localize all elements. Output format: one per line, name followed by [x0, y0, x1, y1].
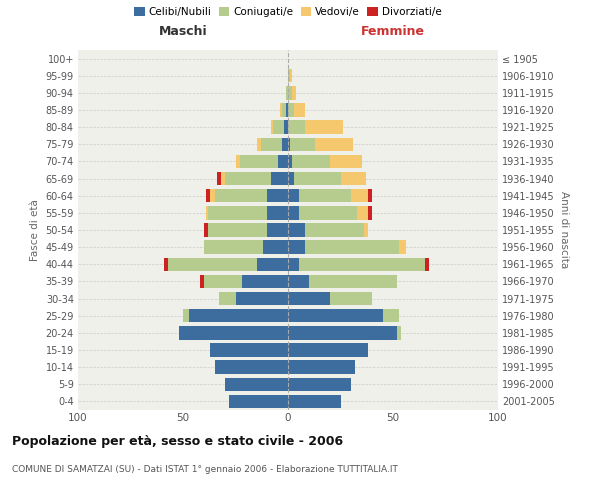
Bar: [330, 292, 372, 306]
Bar: [305, 224, 364, 236]
Text: Maschi: Maschi: [158, 25, 208, 38]
Bar: [229, 394, 288, 408]
Bar: [364, 224, 368, 236]
Bar: [288, 154, 292, 168]
Bar: [299, 258, 425, 271]
Bar: [215, 360, 288, 374]
Bar: [305, 120, 343, 134]
Bar: [200, 274, 204, 288]
Bar: [179, 326, 288, 340]
Bar: [204, 240, 263, 254]
Text: Femmine: Femmine: [361, 25, 425, 38]
Text: Popolazione per età, sesso e stato civile - 2006: Popolazione per età, sesso e stato civil…: [12, 435, 343, 448]
Text: COMUNE DI SAMATZAI (SU) - Dati ISTAT 1° gennaio 2006 - Elaborazione TUTTITALIA.I: COMUNE DI SAMATZAI (SU) - Dati ISTAT 1° …: [12, 465, 398, 474]
Bar: [292, 154, 330, 168]
Bar: [288, 172, 295, 186]
Bar: [235, 292, 288, 306]
Bar: [288, 378, 351, 391]
Bar: [189, 309, 288, 322]
Bar: [204, 274, 242, 288]
Bar: [290, 138, 316, 151]
Bar: [271, 120, 274, 134]
Bar: [288, 292, 330, 306]
Bar: [288, 258, 299, 271]
Bar: [218, 292, 235, 306]
Bar: [210, 344, 288, 356]
Bar: [221, 172, 225, 186]
Bar: [206, 206, 208, 220]
Bar: [277, 154, 288, 168]
Bar: [208, 206, 267, 220]
Bar: [288, 309, 383, 322]
Bar: [383, 309, 400, 322]
Bar: [316, 138, 353, 151]
Bar: [299, 189, 351, 202]
Bar: [282, 104, 286, 117]
Bar: [288, 138, 290, 151]
Bar: [292, 86, 296, 100]
Bar: [368, 189, 372, 202]
Bar: [288, 224, 305, 236]
Bar: [425, 258, 428, 271]
Bar: [295, 172, 341, 186]
Bar: [330, 154, 361, 168]
Bar: [168, 258, 257, 271]
Bar: [280, 104, 282, 117]
Bar: [288, 240, 305, 254]
Bar: [288, 189, 299, 202]
Bar: [208, 224, 267, 236]
Bar: [267, 189, 288, 202]
Bar: [267, 224, 288, 236]
Bar: [217, 172, 221, 186]
Bar: [206, 189, 210, 202]
Bar: [204, 224, 208, 236]
Bar: [257, 258, 288, 271]
Bar: [290, 69, 292, 82]
Bar: [286, 104, 288, 117]
Bar: [242, 274, 288, 288]
Bar: [286, 86, 288, 100]
Bar: [295, 104, 305, 117]
Bar: [211, 189, 215, 202]
Bar: [288, 274, 309, 288]
Bar: [351, 189, 368, 202]
Bar: [225, 172, 271, 186]
Bar: [183, 309, 189, 322]
Bar: [260, 138, 282, 151]
Bar: [397, 326, 401, 340]
Bar: [274, 120, 284, 134]
Bar: [288, 104, 295, 117]
Bar: [288, 326, 397, 340]
Bar: [257, 138, 260, 151]
Bar: [267, 206, 288, 220]
Bar: [358, 206, 368, 220]
Bar: [288, 360, 355, 374]
Bar: [263, 240, 288, 254]
Bar: [215, 189, 267, 202]
Y-axis label: Anni di nascita: Anni di nascita: [559, 192, 569, 268]
Bar: [271, 172, 288, 186]
Bar: [288, 69, 290, 82]
Bar: [400, 240, 406, 254]
Y-axis label: Fasce di età: Fasce di età: [30, 199, 40, 261]
Bar: [164, 258, 168, 271]
Bar: [368, 206, 372, 220]
Bar: [282, 138, 288, 151]
Bar: [225, 378, 288, 391]
Bar: [309, 274, 397, 288]
Bar: [235, 154, 240, 168]
Bar: [288, 206, 299, 220]
Bar: [288, 120, 305, 134]
Bar: [288, 394, 341, 408]
Bar: [284, 120, 288, 134]
Bar: [305, 240, 400, 254]
Bar: [288, 344, 368, 356]
Legend: Celibi/Nubili, Coniugati/e, Vedovi/e, Divorziati/e: Celibi/Nubili, Coniugati/e, Vedovi/e, Di…: [132, 5, 444, 20]
Bar: [341, 172, 366, 186]
Bar: [288, 86, 292, 100]
Bar: [299, 206, 358, 220]
Bar: [240, 154, 277, 168]
